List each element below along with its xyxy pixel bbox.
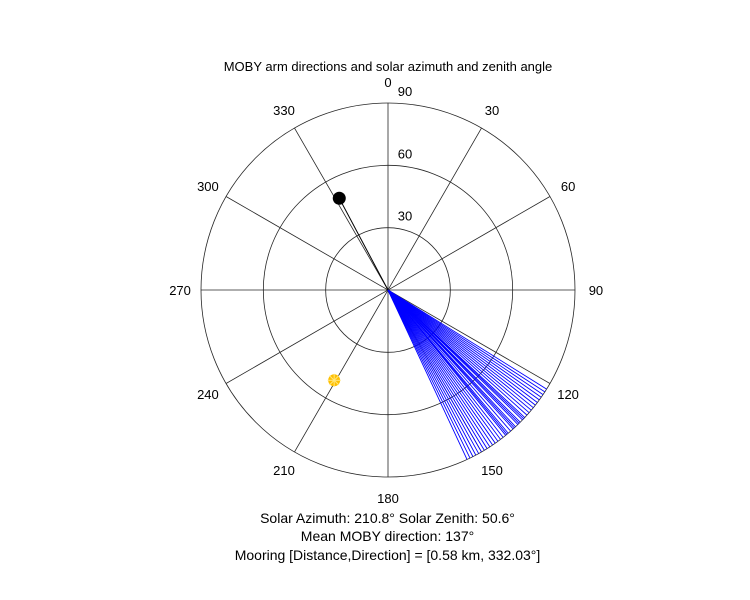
sun-marker-ray (329, 375, 335, 381)
moby-arm-ray (387, 289, 523, 421)
mooring-line (338, 198, 389, 291)
r-tick-label-30: 30 (398, 209, 412, 224)
moby-arm-ray (387, 289, 530, 414)
moby-arm-ray (387, 289, 544, 395)
r-tick-label-90: 90 (398, 84, 412, 99)
moby-arm-ray (387, 289, 528, 416)
moby-arm-ray (387, 289, 477, 456)
moby-arm-ray (387, 289, 519, 425)
moby-arm-ray (387, 289, 547, 390)
moby-arm-ray (387, 289, 501, 440)
moby-arm-ray (387, 289, 482, 453)
mean-direction-caption: Mean MOBY direction: 137° (300, 528, 475, 544)
moby-arm-ray (387, 289, 536, 406)
theta-tick-label-210: 210 (273, 463, 295, 478)
moby-arm-ray (387, 289, 480, 454)
mooring-caption: Mooring [Distance,Direction] = [0.58 km,… (234, 547, 541, 563)
moby-arm-ray (387, 289, 491, 448)
theta-tick-label-330: 330 (273, 103, 295, 118)
r-tick-label-60: 60 (398, 146, 412, 161)
chart-title: MOBY arm directions and solar azimuth an… (224, 59, 553, 74)
sun-marker-ray (333, 379, 340, 386)
theta-tick-label-180: 180 (377, 491, 399, 506)
moby-arm-ray (387, 289, 507, 436)
moby-arm-ray (387, 289, 485, 451)
theta-tick-label-60: 60 (561, 179, 575, 194)
theta-tick-label-150: 150 (481, 463, 503, 478)
theta-tick-label-120: 120 (557, 387, 579, 402)
moby-arm-ray (387, 289, 540, 401)
solar-caption: Solar Azimuth: 210.8° Solar Zenith: 50.6… (260, 510, 515, 526)
moby-arm-ray (387, 289, 468, 460)
moby-arm-ray (387, 289, 493, 446)
moby-arm-ray (387, 289, 488, 449)
sun-marker (327, 373, 341, 387)
theta-tick-label-270: 270 (169, 283, 191, 298)
theta-tick-label-240: 240 (197, 387, 219, 402)
mooring-marker (332, 191, 346, 205)
moby-arm-ray (387, 289, 504, 438)
theta-tick-label-90: 90 (589, 283, 603, 298)
moby-arm-ray (387, 289, 471, 459)
moby-arm-ray (387, 289, 546, 393)
sun-marker-ray (333, 375, 340, 381)
moby-arm-ray (387, 289, 499, 442)
moby-arm-ray (387, 289, 474, 457)
moby-arm-ray (387, 289, 532, 411)
theta-tick-label-30: 30 (485, 103, 499, 118)
moby-arm-ray (387, 289, 496, 444)
sun-marker-ray (329, 379, 335, 386)
moby-arm-ray (387, 289, 514, 430)
theta-tick-label-300: 300 (197, 179, 219, 194)
theta-tick-label-0: 0 (384, 75, 391, 90)
moby-arm-ray (387, 289, 512, 432)
moby-arm-ray (387, 289, 538, 403)
moby-arm-ray (387, 289, 534, 409)
moby-arm-ray (387, 289, 542, 398)
